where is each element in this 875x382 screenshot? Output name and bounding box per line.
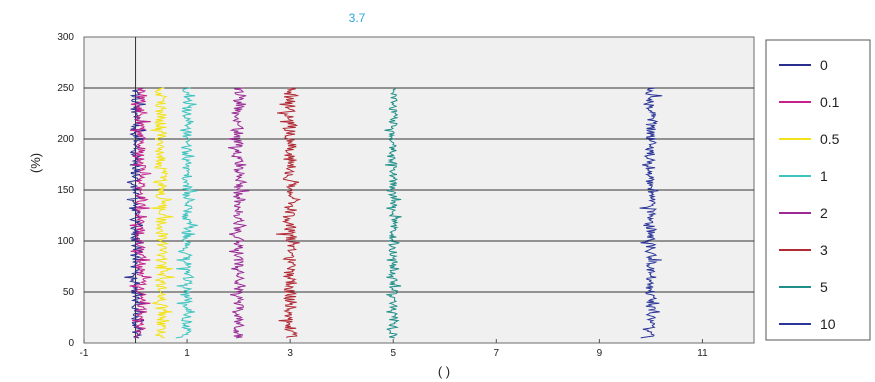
legend-label: 5 [820, 279, 828, 295]
x-tick-label: 7 [494, 348, 500, 359]
series-line-0-5 [150, 87, 175, 339]
x-axis-ticks: -1 1 3 5 7 9 11 [80, 339, 708, 359]
legend-label: 0 [820, 57, 828, 73]
legend-frame [765, 39, 871, 341]
legend-label: 2 [820, 205, 828, 221]
chart-title: 3.7 [349, 11, 366, 25]
legend-label: 1 [820, 168, 828, 184]
legend-label: 10 [820, 316, 836, 332]
y-tick-label: 50 [63, 287, 75, 298]
y-axis-ticks: 0 50 100 150 200 250 300 [57, 32, 74, 349]
series-line-3 [276, 87, 302, 339]
x-axis-title: ( ) [438, 364, 450, 379]
y-tick-label: 200 [57, 134, 74, 145]
grid-lines [84, 87, 754, 293]
y-tick-label: 100 [57, 236, 74, 247]
series-line-1 [175, 87, 198, 339]
series-line-0-1 [129, 87, 152, 339]
y-tick-label: 150 [57, 185, 74, 196]
y-tick-label: 300 [57, 32, 74, 43]
legend: 0 0.1 0.5 1 2 3 5 10 [765, 39, 871, 341]
x-tick-label: -1 [80, 348, 89, 359]
y-tick-label: 0 [68, 338, 74, 349]
series-layer [124, 87, 663, 339]
y-axis-title: (%) [28, 153, 43, 173]
series-line-5 [384, 87, 402, 339]
x-tick-label: 5 [390, 348, 396, 359]
legend-label: 0.5 [820, 131, 840, 147]
series-line-2 [227, 87, 250, 339]
legend-label: 0.1 [820, 94, 840, 110]
x-tick-label: 9 [597, 348, 603, 359]
legend-label: 3 [820, 242, 828, 258]
series-line-10 [639, 87, 663, 339]
y-tick-label: 250 [57, 83, 74, 94]
x-tick-label: 11 [697, 348, 708, 359]
x-tick-label: 3 [287, 348, 293, 359]
x-tick-label: 1 [184, 348, 190, 359]
